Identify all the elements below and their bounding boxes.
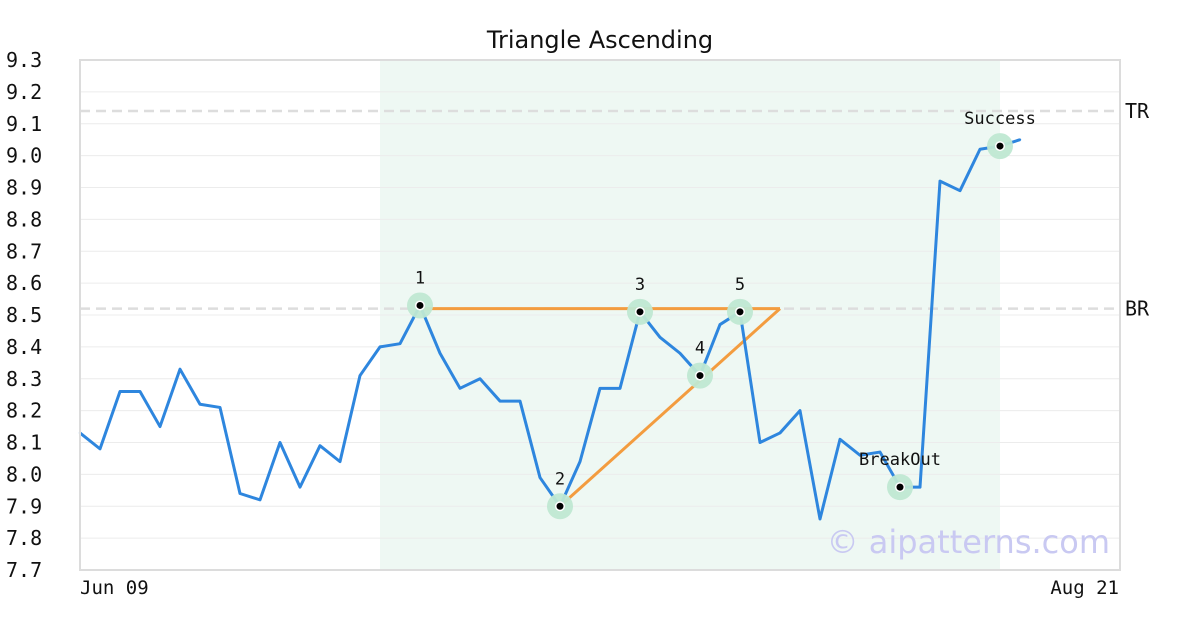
marker-dot [736, 308, 744, 316]
marker-dot [636, 308, 644, 316]
price-point [358, 374, 362, 377]
y-tick-label: 8.3 [6, 367, 42, 391]
y-tick-label: 8.9 [6, 176, 42, 200]
price-point [238, 492, 242, 495]
marker-label: 4 [695, 339, 705, 359]
price-point [718, 323, 722, 326]
price-point [198, 403, 202, 406]
x-tick-start: Jun 09 [80, 577, 149, 599]
marker-dot [556, 502, 564, 510]
watermark: © aipatterns.com [827, 523, 1110, 561]
price-point [498, 399, 502, 403]
price-point [398, 342, 402, 345]
y-tick-label: 8.2 [6, 399, 42, 423]
y-tick-label: 7.7 [6, 558, 42, 582]
marker-label: 2 [555, 469, 565, 489]
price-point [258, 498, 262, 502]
price-point [338, 460, 342, 463]
price-point [278, 441, 282, 444]
x-tick-end: Aug 21 [1050, 577, 1119, 599]
price-point [598, 387, 602, 390]
price-point [618, 387, 622, 390]
price-point [118, 390, 122, 393]
plot-frame [79, 59, 1121, 571]
y-tick-label: 9.3 [6, 48, 42, 72]
y-tick-label: 9.2 [6, 80, 42, 104]
marker-label: Success [964, 109, 1036, 129]
level-label-tr: TR [1125, 99, 1150, 123]
y-tick-label: 8.1 [6, 431, 42, 455]
gridlines [80, 59, 1120, 571]
price-point [218, 406, 222, 409]
y-tick-label: 8.0 [6, 462, 42, 486]
price-point [438, 352, 442, 355]
price-series-line [79, 138, 1021, 521]
marker-dot [896, 483, 904, 491]
price-point [1018, 138, 1022, 141]
chart-title: Triangle Ascending [486, 26, 713, 54]
price-point [838, 438, 842, 441]
price-point [678, 352, 682, 355]
y-tick-label: 8.5 [6, 303, 42, 327]
price-point [858, 454, 862, 457]
price-point [458, 387, 462, 390]
marker-label: BreakOut [859, 450, 941, 470]
price-point [658, 336, 662, 339]
marker-label: 1 [415, 268, 425, 288]
price-point [918, 485, 922, 489]
price-point [538, 476, 542, 479]
marker-dot [996, 142, 1004, 150]
price-point [298, 485, 302, 489]
price-point [98, 447, 102, 451]
y-tick-label: 8.8 [6, 207, 42, 231]
price-point [878, 450, 882, 454]
y-tick-label: 8.4 [6, 335, 42, 359]
price-point [778, 431, 782, 435]
price-point [578, 460, 582, 463]
marker-label: 5 [735, 275, 745, 295]
price-point [138, 390, 142, 393]
marker-dot [696, 372, 704, 380]
price-point [818, 517, 822, 521]
price-point [178, 367, 182, 371]
pattern-markers: 1 2 3 4 5 BreakOut Success [407, 109, 1036, 520]
price-point [378, 345, 382, 349]
y-tick-label: 9.0 [6, 144, 42, 168]
y-axis: 9.3 9.2 9.1 9.0 8.9 8.8 8.7 8.6 8.5 8.4 8.3 8.2 8.1 8… [6, 48, 42, 582]
y-tick-label: 9.1 [6, 112, 42, 136]
price-point [958, 189, 962, 192]
price-point [938, 179, 942, 183]
marker-label: 3 [635, 275, 645, 295]
price-point [318, 444, 322, 447]
price-point [518, 399, 522, 403]
marker-dot [416, 301, 424, 309]
y-tick-label: 8.6 [6, 271, 42, 295]
price-point [478, 377, 482, 380]
level-label-br: BR [1125, 297, 1150, 321]
y-tick-label: 7.8 [6, 526, 42, 550]
price-point [158, 425, 162, 428]
y-tick-label: 7.9 [6, 494, 42, 518]
price-point [798, 409, 802, 412]
y-tick-label: 8.7 [6, 239, 42, 263]
price-point [978, 148, 982, 151]
price-point [758, 441, 762, 444]
